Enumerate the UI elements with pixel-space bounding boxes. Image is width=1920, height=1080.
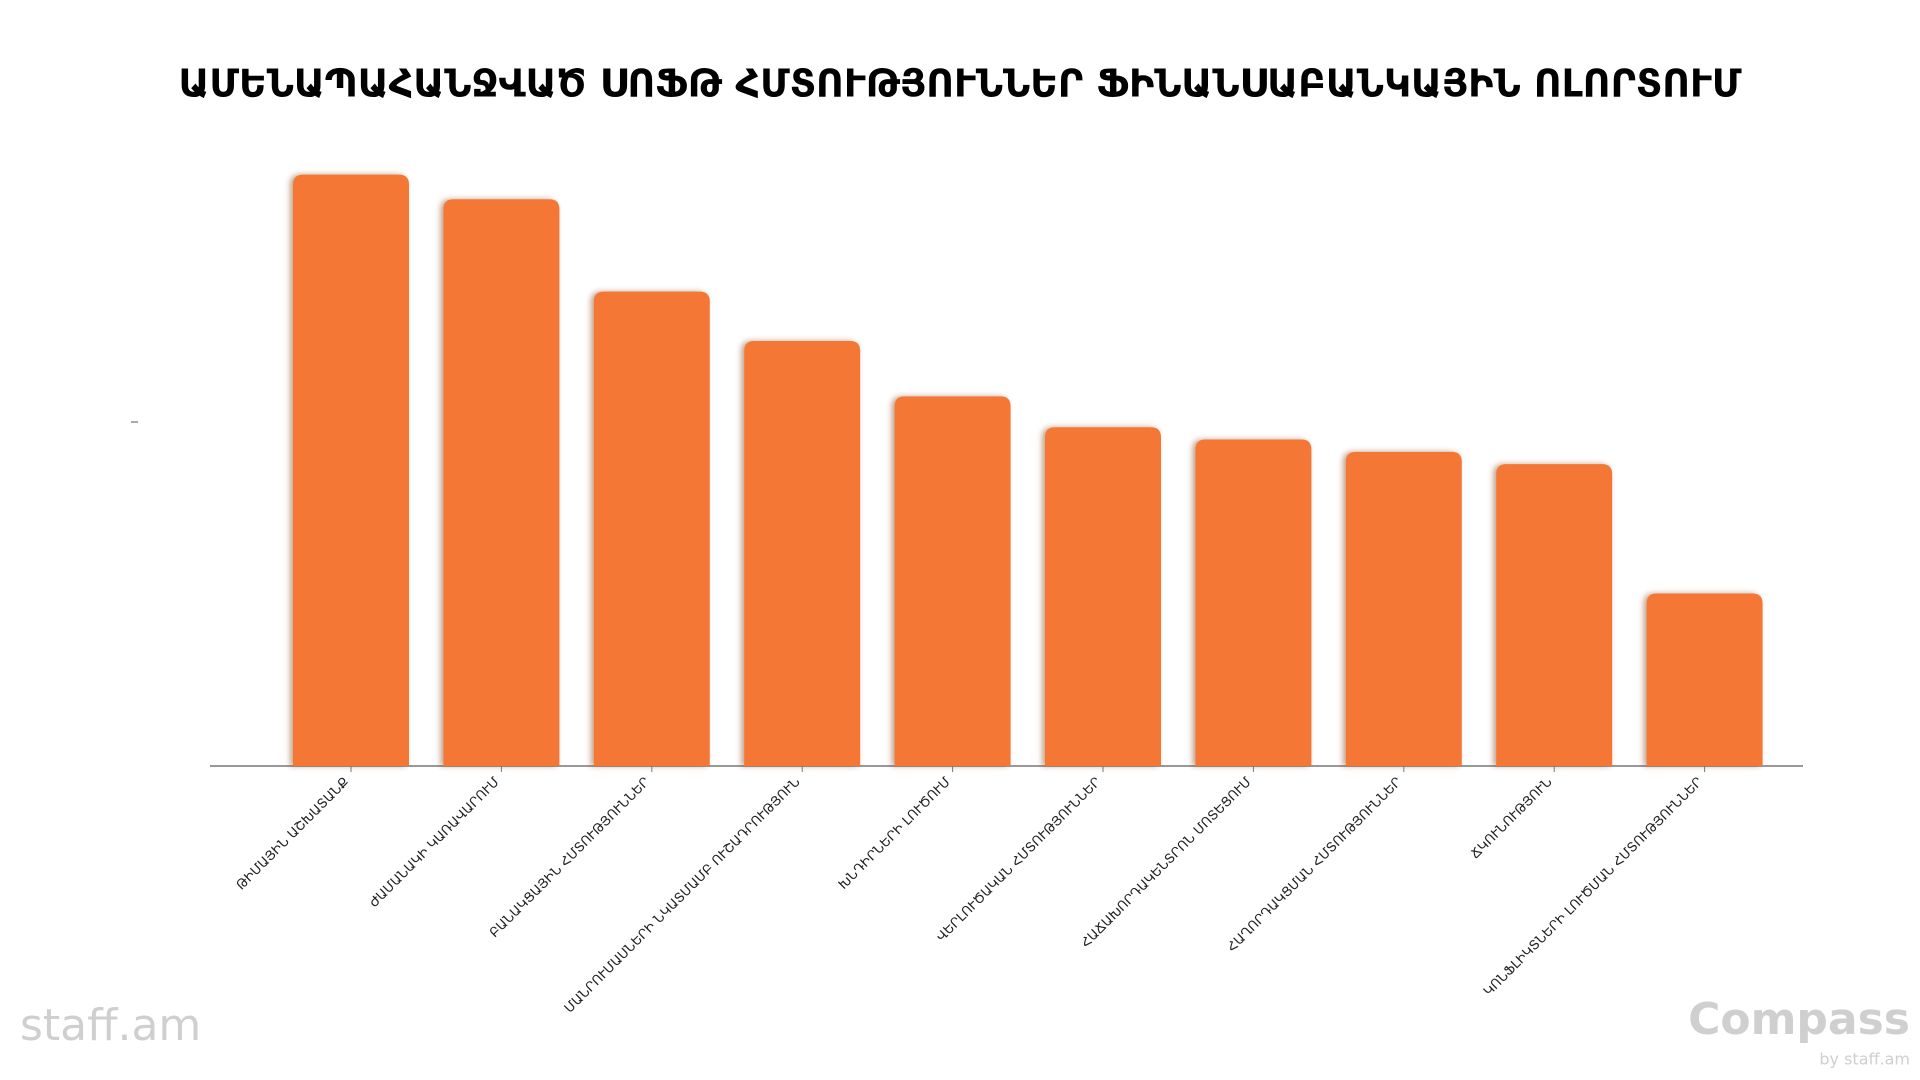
bar — [1195, 439, 1312, 766]
brand-right: Compass — [1688, 994, 1910, 1045]
bar — [894, 396, 1011, 766]
x-tick-label: ՎԵՐԼՈՒԾԱԿԱՆ ՀՄՏՈՒԹՅՈՒՆՆԵՐ — [934, 775, 1104, 945]
x-tick-label: ԹԻՄԱՅԻՆ ԱՇԽԱՏԱՆՔ — [234, 775, 353, 894]
x-tick-label: ՀԱՂՈՐԴԱԿՑՄԱՆ ՀՄՏՈՒԹՅՈՒՆՆԵՐ — [1225, 775, 1406, 956]
x-tick-label: ԺԱՄԱՆԱԿԻ ԿԱՌԱՎԱՐՈՒՄ — [367, 775, 503, 911]
bar — [443, 199, 560, 766]
bar — [744, 340, 861, 766]
bar — [1045, 427, 1161, 766]
x-tick-label: ԲԱՆԱԿՑԱՅԻՆ ՀՄՏՈՒԹՅՈՒՆՆԵՐ — [487, 775, 653, 941]
x-tick-label: ԽՆԴԻՐՆԵՐԻ ԼՈՒԾՈՒՄ — [836, 775, 954, 893]
bar — [1496, 464, 1613, 766]
bar — [1646, 593, 1763, 766]
x-tick-label: ՄԱՆՐՈՒՄԱՍՆԵՐԻ ՆԿԱՏՄԱՄԲ ՈՒՇԱԴՐՈՒԹՅՈՒՆ — [562, 775, 804, 1017]
x-tick-label: ՀԱՃԱԽՈՐԴԱԿԵՆՏՐՈՆ ՄՈՏԵՑՈՒՄ — [1078, 775, 1254, 951]
chart-title: ԱՄԵՆԱՊԱՀԱՆՋՎԱԾ ՍՈՖԹ ՀՄՏՈՒԹՅՈՒՆՆԵՐ ՖԻՆԱՆՍ… — [178, 62, 1741, 106]
bar — [593, 291, 710, 766]
brand-left: staff.am — [20, 1000, 201, 1051]
bar — [293, 174, 409, 766]
x-tick-label: ՃԿՈՒՆՈՒԹՅՈՒՆ — [1468, 775, 1555, 862]
brand-right-sub: by staff.am — [1819, 1050, 1910, 1069]
bar — [1345, 451, 1462, 766]
